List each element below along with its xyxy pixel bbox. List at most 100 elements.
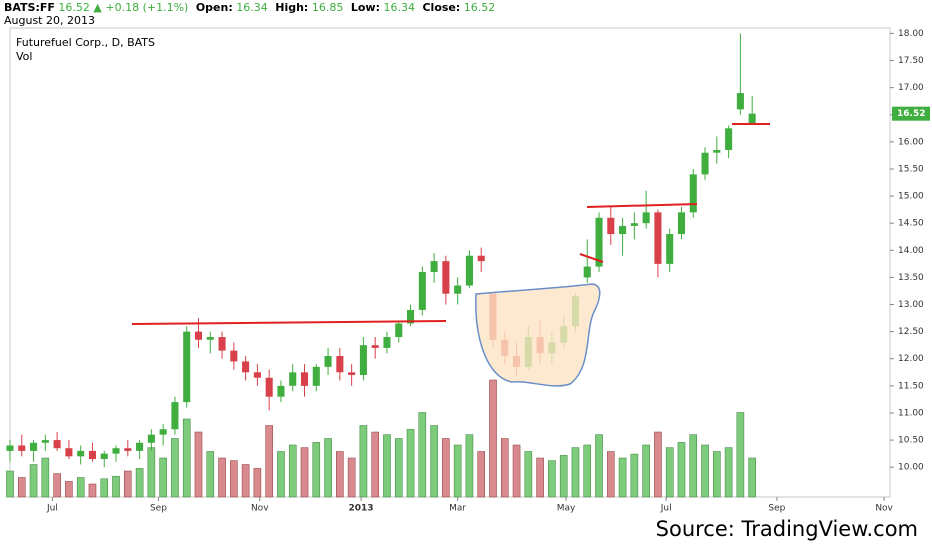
y-tick-label: 12.50	[898, 327, 924, 337]
candle-body	[748, 113, 756, 124]
candle-body	[642, 212, 650, 224]
volume-bar	[135, 468, 144, 498]
y-tick-label: 17.50	[898, 56, 924, 66]
candle-body	[407, 309, 415, 324]
volume-bar	[29, 464, 38, 498]
volume-bar	[524, 451, 533, 498]
volume-bar	[147, 447, 156, 498]
candle-body	[242, 361, 250, 373]
y-tick-label: 10.50	[898, 436, 924, 446]
volume-bar	[41, 457, 50, 498]
volume-bar	[324, 438, 332, 498]
volume-bar	[206, 451, 215, 498]
low: 16.34	[383, 1, 415, 14]
change: +0.18 (+1.1%)	[105, 1, 188, 14]
volume-bar	[442, 438, 450, 498]
candle-body	[171, 402, 179, 430]
candle-body	[736, 93, 744, 110]
volume-bar	[65, 481, 73, 498]
volume-bar	[253, 468, 262, 498]
candle-body	[324, 356, 332, 367]
candle-body	[88, 450, 96, 460]
candle-body	[359, 345, 367, 376]
candle-body	[147, 434, 155, 443]
volume-bar	[677, 442, 686, 498]
volume-bar	[430, 425, 438, 498]
volume-bar	[359, 425, 368, 498]
candle-body	[713, 149, 721, 153]
date: August 20, 2013	[4, 14, 95, 27]
close-label: Close:	[422, 1, 460, 14]
volume-bar	[112, 475, 120, 498]
volume-bar	[618, 457, 627, 498]
candle-body	[206, 337, 214, 340]
candle-body	[6, 445, 14, 451]
volume-bar	[406, 429, 415, 498]
low-label: Low:	[351, 1, 380, 14]
volume-bar	[512, 444, 521, 498]
volume-bar	[241, 464, 250, 498]
volume-bar	[171, 438, 179, 498]
open-label: Open:	[196, 1, 233, 14]
resistance-line	[131, 320, 447, 325]
volume-bar	[548, 460, 556, 498]
chart-title: Futurefuel Corp., D, BATS	[16, 36, 155, 49]
trend-line	[579, 253, 604, 263]
volume-bar	[748, 457, 756, 498]
x-tick-label: Nov	[875, 504, 893, 514]
volume-bar	[182, 418, 191, 498]
candle-body	[53, 440, 61, 449]
volume-bar	[489, 379, 497, 498]
volume-bar	[713, 451, 721, 498]
volume-bar	[595, 434, 603, 498]
last-price-label: 16.52	[897, 109, 925, 119]
candle-body	[136, 442, 144, 451]
volume-bar	[336, 451, 344, 498]
candle-body	[100, 453, 108, 460]
candle-body	[701, 152, 709, 175]
y-tick-label: 15.50	[898, 164, 924, 174]
candle-body	[336, 356, 344, 373]
x-tick-label: 2013	[349, 504, 374, 514]
candle-body	[159, 429, 167, 435]
candle-body	[619, 225, 627, 235]
close: 16.52	[464, 1, 496, 14]
volume-bar	[194, 431, 203, 498]
volume-bar	[477, 451, 486, 498]
resistance-line	[586, 203, 698, 208]
candle-body	[666, 234, 674, 264]
arrow: ▲	[93, 1, 102, 14]
candle-body	[442, 261, 450, 294]
volume-bar	[642, 444, 650, 498]
candle-body	[218, 337, 226, 351]
x-tick-label: Sep	[768, 504, 785, 514]
volume-bar	[265, 425, 273, 498]
candle-body	[183, 331, 191, 403]
candle-body	[430, 261, 438, 272]
volume-bar	[17, 477, 26, 498]
x-tick-label: Jul	[46, 504, 58, 514]
candle-body	[277, 385, 285, 397]
source: Source: TradingView.com	[656, 517, 918, 541]
candle-body	[607, 217, 615, 235]
candle-body	[654, 212, 662, 264]
candle-body	[41, 440, 49, 443]
candle-body	[18, 445, 26, 451]
high-label: High:	[275, 1, 308, 14]
volume-bar	[6, 470, 14, 498]
volume-bar	[701, 444, 709, 498]
volume-bar	[689, 434, 698, 498]
candle-body	[583, 266, 591, 278]
volume-bar	[500, 438, 509, 498]
candle-body	[112, 448, 120, 454]
volume-bar	[630, 453, 639, 498]
volume-bar	[465, 434, 474, 498]
volume-bar	[536, 457, 544, 498]
volume-bar	[124, 470, 132, 498]
last-price-tag	[892, 106, 930, 121]
candle-body	[77, 450, 85, 457]
y-tick-label: 10.00	[898, 463, 924, 473]
volume-bar	[583, 444, 592, 498]
volume-label: Vol	[16, 50, 32, 63]
x-tick-label: Sep	[150, 504, 167, 514]
